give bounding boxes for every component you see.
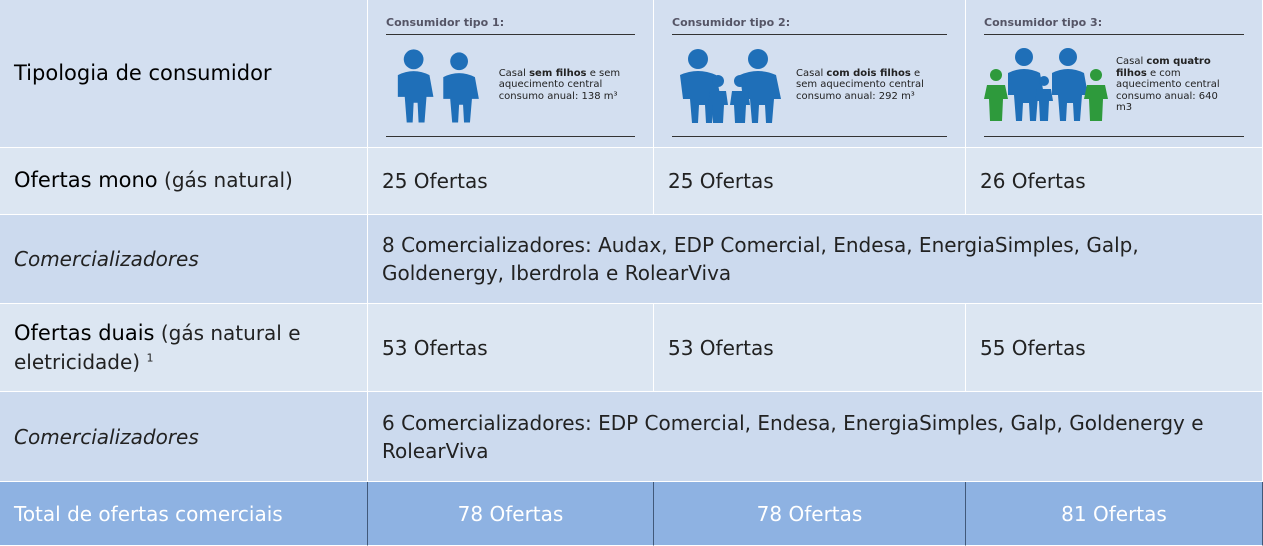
row-title: Ofertas mono [14, 168, 158, 193]
cell: 6 Comercializadores: EDP Comercial, Ende… [368, 392, 1263, 482]
consumer-cell: Consumidor tipo 2: Casal com dois filhos… [654, 0, 966, 148]
total-cell: 78 Ofertas [368, 482, 654, 546]
row-note: (gás natural) [157, 168, 293, 193]
consumer-title: Consumidor tipo 2: [672, 15, 791, 29]
row-label: Comercializadores [0, 215, 368, 304]
cell: 55 Ofertas [966, 304, 1263, 392]
consumer-card: Consumidor tipo 2: Casal com dois filhos… [668, 10, 951, 137]
family-icon [680, 49, 781, 124]
row-label: Ofertas duais (gás natural e eletricidad… [0, 304, 368, 392]
consumer-cell: Consumidor tipo 1: Casal sem filhos e se… [368, 0, 654, 148]
family-icon [984, 48, 1108, 122]
card-body: Casal com dois filhos e sem aquecimento … [670, 35, 949, 136]
consumer-title: Consumidor tipo 1: [386, 15, 505, 29]
row-title: Ofertas duais [14, 320, 155, 345]
cell: 25 Ofertas [368, 148, 654, 215]
cell: 53 Ofertas [368, 304, 654, 392]
desc: e sem aquecimento central consumo anual:… [498, 67, 621, 102]
card-body: Casal com quatro filhos e com aqueciment… [982, 35, 1246, 136]
total-cell: 78 Ofertas [654, 482, 966, 546]
desc-bold: com quatro filhos [1116, 56, 1211, 79]
consumer-card: Consumidor tipo 1: Casal sem filhos e se… [382, 10, 639, 137]
row-title: Comercializadores [14, 424, 199, 449]
consumer-card: Consumidor tipo 3: Casal com quatro filh… [980, 10, 1248, 137]
footnote: 1 [146, 351, 154, 365]
consumer-desc: Casal sem filhos e sem aquecimento centr… [499, 68, 637, 103]
row-label: Ofertas mono (gás natural) [0, 148, 368, 215]
desc-bold: com dois filhos [826, 67, 911, 79]
cell: 8 Comercializadores: Audax, EDP Comercia… [368, 215, 1263, 304]
cell: 26 Ofertas [966, 148, 1263, 215]
consumer-desc: Casal com quatro filhos e com aqueciment… [1116, 56, 1236, 114]
cell: 25 Ofertas [654, 148, 966, 215]
card-body: Casal sem filhos e sem aquecimento centr… [384, 35, 637, 136]
total-label: Total de ofertas comerciais [0, 482, 368, 546]
rule [984, 33, 1244, 35]
consumer-title: Consumidor tipo 3: [984, 15, 1103, 29]
couple-icon [397, 49, 479, 123]
desc: Casal [1116, 56, 1147, 68]
rule [386, 33, 635, 35]
desc: e sem aquecimento central consumo anual:… [796, 67, 924, 102]
consumer-desc: Casal com dois filhos e sem aquecimento … [796, 68, 936, 103]
rule [386, 135, 635, 137]
desc: Casal [796, 67, 827, 79]
desc: Casal [498, 67, 530, 79]
desc: e com aquecimento central consumo anual:… [1116, 67, 1220, 114]
row-label: Comercializadores [0, 392, 368, 482]
rule [672, 33, 947, 35]
desc-bold: sem filhos [529, 67, 587, 79]
header-label: Tipologia de consumidor [0, 0, 368, 148]
rule [984, 135, 1244, 137]
row-note: (gás natural e eletricidade) [14, 320, 301, 375]
row-title: Comercializadores [14, 247, 199, 271]
total-cell: 81 Ofertas [966, 482, 1263, 546]
rule [672, 135, 947, 137]
cell: 53 Ofertas [654, 304, 966, 392]
consumer-cell: Consumidor tipo 3: Casal com quatro filh… [966, 0, 1263, 148]
